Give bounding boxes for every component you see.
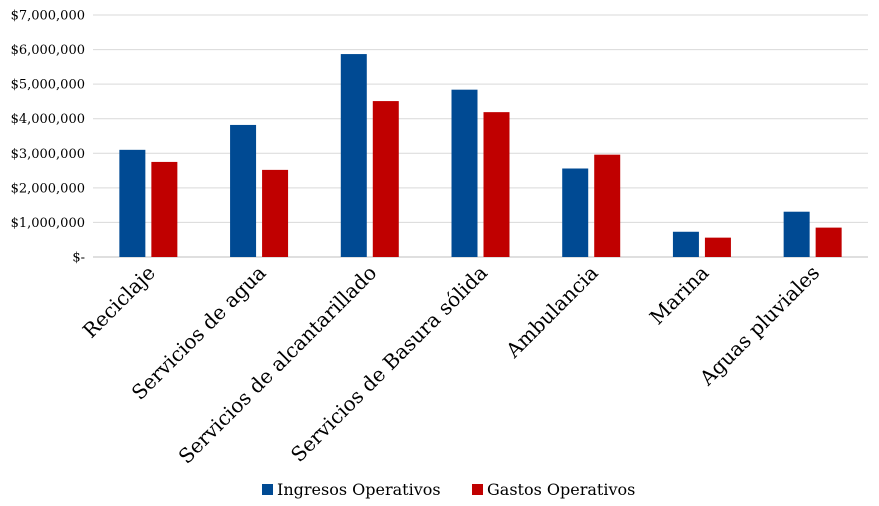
bar-gastos	[262, 169, 289, 257]
bar-gastos	[372, 101, 399, 257]
bar-ingresos	[783, 211, 810, 257]
bar-ingresos	[562, 168, 589, 257]
y-tick-label: $4,000,000	[11, 112, 85, 127]
legend-label: Ingresos Operativos	[277, 480, 441, 499]
x-tick-label: Servicios de alcantarillado	[174, 261, 382, 469]
bar-gastos	[815, 227, 842, 257]
y-tick-label: $2,000,000	[11, 181, 85, 196]
y-axis-ticks: $- $1,000,000 $2,000,000 $3,000,000 $4,000,0…	[11, 9, 85, 266]
legend: Ingresos Operativos Gastos Operativos	[262, 480, 635, 499]
x-tick-label: Reciclaje	[78, 261, 160, 343]
bar-ingresos	[451, 89, 478, 257]
bar-ingresos	[119, 149, 146, 257]
y-tick-label: $-	[72, 251, 85, 266]
legend-label: Gastos Operativos	[487, 480, 635, 499]
bar-ingresos	[340, 54, 367, 257]
y-tick-label: $1,000,000	[11, 216, 85, 231]
bar-gastos	[151, 161, 178, 257]
x-tick-label: Servicios de Basura sólida	[286, 261, 492, 467]
x-tick-label: Marina	[645, 261, 714, 330]
bar-ingresos	[230, 124, 257, 258]
y-tick-label: $6,000,000	[11, 43, 85, 58]
bar-ingresos	[672, 231, 699, 257]
bar-gastos	[594, 154, 621, 257]
x-tick-label: Aguas pluviales	[694, 261, 824, 391]
y-tick-label: $7,000,000	[11, 9, 85, 24]
legend-swatch	[262, 484, 273, 495]
bar-gastos	[704, 237, 731, 257]
bars-layer	[119, 54, 842, 258]
bar-gastos	[483, 112, 510, 257]
y-tick-label: $3,000,000	[11, 147, 85, 162]
y-tick-label: $5,000,000	[11, 78, 85, 93]
legend-swatch	[472, 484, 483, 495]
grid-layer	[93, 14, 868, 258]
x-tick-label: Ambulancia	[500, 261, 602, 363]
